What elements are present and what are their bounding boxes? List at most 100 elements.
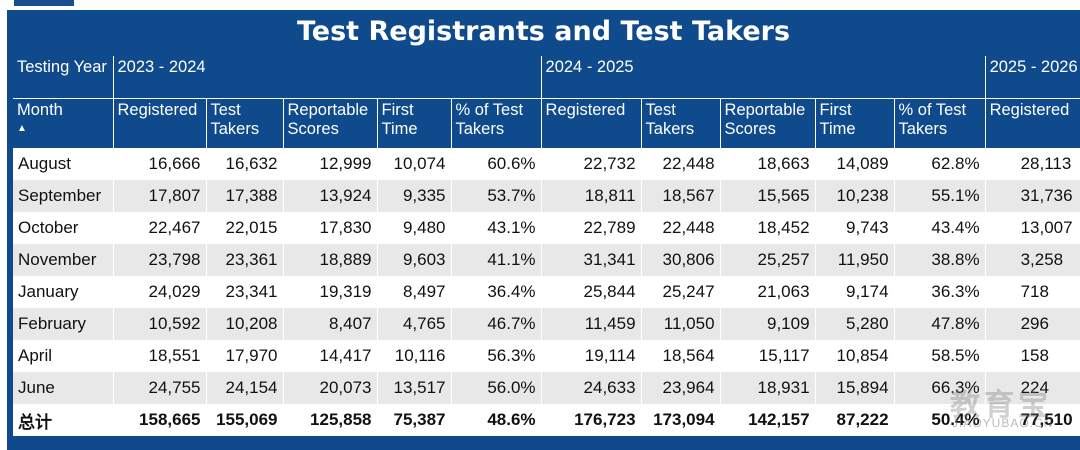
total-cell: 125,858 [283, 404, 378, 436]
data-cell: 18,931 [720, 372, 816, 404]
data-cell: 8,497 [377, 276, 452, 308]
col-test-takers[interactable]: Test Takers [206, 98, 284, 149]
data-cell: 13,924 [283, 180, 378, 212]
data-cell: 56.3% [451, 340, 542, 372]
data-cell: 9,480 [377, 212, 452, 244]
data-cell: 24,755 [113, 372, 207, 404]
data-cell: 25,257 [720, 244, 816, 276]
total-cell: 158,665 [113, 404, 207, 436]
data-cell: 22,789 [541, 212, 642, 244]
data-cell: 12,999 [283, 148, 378, 180]
data-cell: 296 [985, 308, 1080, 340]
data-cell: 158 [985, 340, 1080, 372]
data-cell: 66.3% [894, 372, 986, 404]
col-reportable-scores[interactable]: Reportable Scores [283, 98, 378, 149]
top-strip [0, 0, 1080, 8]
data-cell: 13,517 [377, 372, 452, 404]
data-cell: 30,806 [641, 244, 721, 276]
data-cell: 718 [985, 276, 1080, 308]
month-header[interactable]: Month ▲ [13, 98, 114, 149]
data-cell: 13,007 [985, 212, 1080, 244]
col-reportable-scores[interactable]: Reportable Scores [720, 98, 816, 149]
col-test-takers[interactable]: Test Takers [641, 98, 721, 149]
col-pct-test-takers[interactable]: % of Test Takers [894, 98, 986, 149]
data-cell: 4,765 [377, 308, 452, 340]
data-cell: 18,452 [720, 212, 816, 244]
data-cell: 10,208 [206, 308, 284, 340]
data-table-container[interactable]: Testing Year 2023 - 2024 2024 - 2025 202… [7, 54, 1080, 450]
col-registered[interactable]: Registered [541, 98, 642, 149]
data-cell: 25,247 [641, 276, 721, 308]
data-cell: 18,551 [113, 340, 207, 372]
data-cell: 11,050 [641, 308, 721, 340]
table-row: June 24,755 24,154 20,073 13,517 56.0% 2… [13, 372, 1080, 404]
data-cell: 24,154 [206, 372, 284, 404]
data-cell: 62.8% [894, 148, 986, 180]
data-cell: 23,361 [206, 244, 284, 276]
data-cell: 22,448 [641, 212, 721, 244]
total-cell: 173,094 [641, 404, 721, 436]
total-cell: 77,510 [985, 404, 1080, 436]
year-header-2024-2025[interactable]: 2024 - 2025 [541, 56, 986, 99]
data-cell: 9,335 [377, 180, 452, 212]
total-cell: 142,157 [720, 404, 816, 436]
month-cell: November [13, 244, 114, 276]
month-cell: September [13, 180, 114, 212]
sort-ascending-icon[interactable]: ▲ [17, 122, 27, 134]
data-cell: 19,114 [541, 340, 642, 372]
data-cell: 25,844 [541, 276, 642, 308]
month-cell: August [13, 148, 114, 180]
table-row: January 24,029 23,341 19,319 8,497 36.4%… [13, 276, 1080, 308]
data-cell: 31,736 [985, 180, 1080, 212]
col-registered[interactable]: Registered [985, 98, 1080, 149]
year-header-2025-2026[interactable]: 2025 - 2026 [985, 56, 1080, 99]
registrants-table: Testing Year 2023 - 2024 2024 - 2025 202… [13, 56, 1080, 436]
data-cell: 9,603 [377, 244, 452, 276]
month-cell: January [13, 276, 114, 308]
data-cell: 31,341 [541, 244, 642, 276]
data-cell: 47.8% [894, 308, 986, 340]
data-cell: 11,459 [541, 308, 642, 340]
table-row: November 23,798 23,361 18,889 9,603 41.1… [13, 244, 1080, 276]
data-cell: 38.8% [894, 244, 986, 276]
table-row: September 17,807 17,388 13,924 9,335 53.… [13, 180, 1080, 212]
col-first-time[interactable]: First Time [815, 98, 895, 149]
data-cell: 15,565 [720, 180, 816, 212]
data-cell: 10,854 [815, 340, 895, 372]
data-cell: 21,063 [720, 276, 816, 308]
data-cell: 20,073 [283, 372, 378, 404]
data-cell: 53.7% [451, 180, 542, 212]
data-cell: 23,341 [206, 276, 284, 308]
data-cell: 9,109 [720, 308, 816, 340]
data-cell: 22,448 [641, 148, 721, 180]
data-cell: 14,089 [815, 148, 895, 180]
data-cell: 10,592 [113, 308, 207, 340]
table-title: Test Registrants and Test Takers [7, 10, 1080, 54]
data-cell: 18,564 [641, 340, 721, 372]
data-cell: 43.1% [451, 212, 542, 244]
month-cell: April [13, 340, 114, 372]
col-registered[interactable]: Registered [113, 98, 207, 149]
col-first-time[interactable]: First Time [377, 98, 452, 149]
year-header-2023-2024[interactable]: 2023 - 2024 [113, 56, 542, 99]
month-header-label: Month [17, 100, 63, 119]
data-cell: 18,889 [283, 244, 378, 276]
data-cell: 17,388 [206, 180, 284, 212]
total-cell: 155,069 [206, 404, 284, 436]
top-tab[interactable] [14, 0, 74, 6]
total-cell: 50.4% [894, 404, 986, 436]
data-cell: 46.7% [451, 308, 542, 340]
data-cell: 10,238 [815, 180, 895, 212]
data-cell: 8,407 [283, 308, 378, 340]
table-row: April 18,551 17,970 14,417 10,116 56.3% … [13, 340, 1080, 372]
data-cell: 22,467 [113, 212, 207, 244]
table-row: August 16,666 16,632 12,999 10,074 60.6%… [13, 148, 1080, 180]
data-cell: 36.4% [451, 276, 542, 308]
data-cell: 11,950 [815, 244, 895, 276]
data-cell: 28,113 [985, 148, 1080, 180]
col-pct-test-takers[interactable]: % of Test Takers [451, 98, 542, 149]
data-cell: 55.1% [894, 180, 986, 212]
table-row: February 10,592 10,208 8,407 4,765 46.7%… [13, 308, 1080, 340]
data-cell: 3,258 [985, 244, 1080, 276]
data-cell: 60.6% [451, 148, 542, 180]
